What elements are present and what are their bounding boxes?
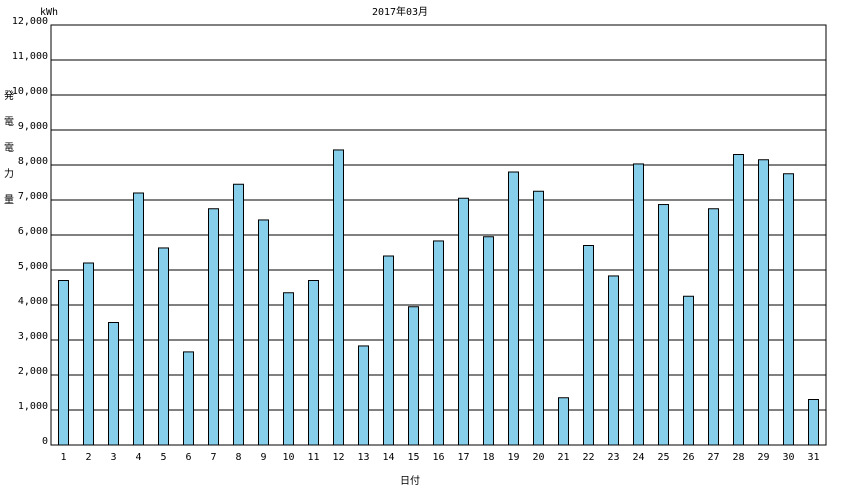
bar xyxy=(408,306,419,446)
x-axis-label: 日付 xyxy=(400,474,420,487)
x-tick-label: 13 xyxy=(357,452,369,463)
bar xyxy=(633,163,644,446)
bar xyxy=(808,399,819,446)
x-tick-label: 28 xyxy=(732,452,744,463)
x-tick-label: 7 xyxy=(210,452,216,463)
bar xyxy=(158,247,169,446)
x-tick-label: 22 xyxy=(582,452,594,463)
bar xyxy=(658,204,669,446)
x-tick-label: 9 xyxy=(260,452,266,463)
x-tick-label: 4 xyxy=(135,452,141,463)
x-tick-label: 15 xyxy=(407,452,419,463)
bar xyxy=(83,262,94,446)
bar xyxy=(383,255,394,446)
x-tick-label: 16 xyxy=(432,452,444,463)
bar xyxy=(133,192,144,446)
bar xyxy=(58,280,69,446)
x-tick-label: 2 xyxy=(85,452,91,463)
bar xyxy=(458,197,469,446)
bar xyxy=(233,183,244,446)
y-unit: kWh xyxy=(40,7,58,18)
bar xyxy=(508,171,519,446)
y-tick-label: 11,000 xyxy=(12,51,48,62)
bar xyxy=(683,295,694,446)
x-tick-label: 27 xyxy=(707,452,719,463)
x-tick-label: 8 xyxy=(235,452,241,463)
x-tick-label: 12 xyxy=(332,452,344,463)
y-tick-label: 4,000 xyxy=(18,296,48,307)
bar xyxy=(758,159,769,446)
y-tick-label: 3,000 xyxy=(18,331,48,342)
bar xyxy=(708,208,719,446)
y-tick-label: 9,000 xyxy=(18,121,48,132)
x-tick-label: 18 xyxy=(482,452,494,463)
x-tick-label: 23 xyxy=(607,452,619,463)
bar xyxy=(208,208,219,446)
bar xyxy=(358,345,369,446)
x-tick-label: 19 xyxy=(507,452,519,463)
y-tick-label: 10,000 xyxy=(12,86,48,97)
x-tick-label: 29 xyxy=(757,452,769,463)
x-tick-label: 6 xyxy=(185,452,191,463)
x-tick-label: 17 xyxy=(457,452,469,463)
y-tick-label: 6,000 xyxy=(18,226,48,237)
bar xyxy=(733,154,744,446)
x-tick-label: 24 xyxy=(632,452,644,463)
x-tick-label: 25 xyxy=(657,452,669,463)
bar xyxy=(783,173,794,446)
bar xyxy=(583,245,594,446)
bar xyxy=(258,219,269,446)
y-tick-label: 0 xyxy=(42,436,48,447)
x-tick-label: 5 xyxy=(160,452,166,463)
chart-title: 2017年03月 xyxy=(372,5,428,18)
y-axis-label: 発電電力量 xyxy=(2,89,14,220)
bar xyxy=(483,236,494,446)
bar xyxy=(308,280,319,446)
x-tick-label: 21 xyxy=(557,452,569,463)
x-tick-label: 30 xyxy=(782,452,794,463)
x-tick-label: 10 xyxy=(282,452,294,463)
bar xyxy=(608,275,619,446)
x-tick-label: 20 xyxy=(532,452,544,463)
bar xyxy=(433,240,444,446)
y-tick-label: 5,000 xyxy=(18,261,48,272)
x-tick-label: 31 xyxy=(807,452,819,463)
y-tick-label: 8,000 xyxy=(18,156,48,167)
x-tick-label: 11 xyxy=(307,452,319,463)
bar xyxy=(558,397,569,446)
bar xyxy=(533,190,544,446)
bar xyxy=(333,149,344,446)
y-tick-label: 1,000 xyxy=(18,401,48,412)
x-tick-label: 3 xyxy=(110,452,116,463)
y-tick-label: 7,000 xyxy=(18,191,48,202)
bar xyxy=(183,351,194,446)
bar xyxy=(283,292,294,446)
bar xyxy=(108,322,119,446)
x-tick-label: 14 xyxy=(382,452,394,463)
y-tick-label: 2,000 xyxy=(18,366,48,377)
x-tick-label: 1 xyxy=(60,452,66,463)
y-tick-label: 12,000 xyxy=(12,16,48,27)
x-tick-label: 26 xyxy=(682,452,694,463)
